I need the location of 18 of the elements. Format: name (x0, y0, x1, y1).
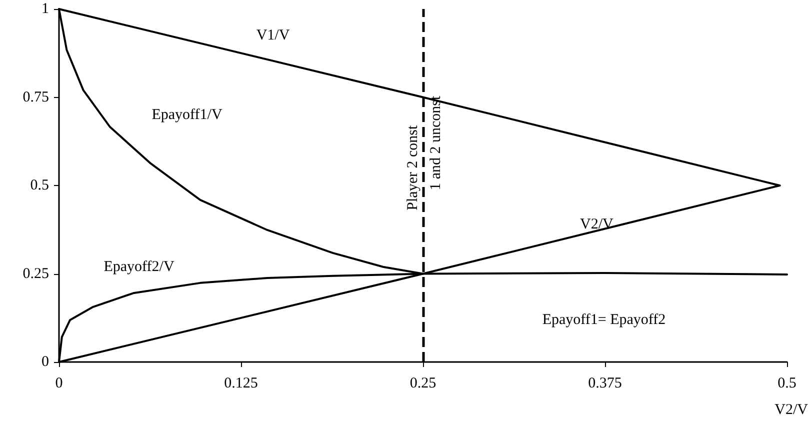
text: Epayoff1/V (152, 107, 222, 123)
y-tick-label: 0.5 (30, 178, 49, 194)
x-tick-label: 0.25 (410, 376, 436, 392)
series-label: Epayoff2/V (104, 259, 174, 275)
x-tick-label: 0.125 (224, 376, 258, 392)
x-tick-label: 0.5 (778, 376, 796, 392)
y-tick-label: 0.25 (22, 266, 49, 282)
series-label: V2/V (580, 216, 614, 232)
series-label: V1/V (256, 27, 290, 44)
x-tick-label: 0 (55, 376, 63, 392)
annotation: 1 and 2 unconst (428, 95, 444, 190)
ref-line-label: Player 2 const (405, 124, 421, 210)
y-tick-label: 0.75 (22, 89, 49, 106)
annotation: Epayoff1= Epayoff2 (542, 312, 666, 328)
x-tick-label: 0.375 (588, 376, 622, 392)
y-tick-label: 1 (42, 1, 49, 17)
y-tick-label: 0 (42, 354, 49, 370)
x-axis-title: V2/V (774, 402, 808, 418)
